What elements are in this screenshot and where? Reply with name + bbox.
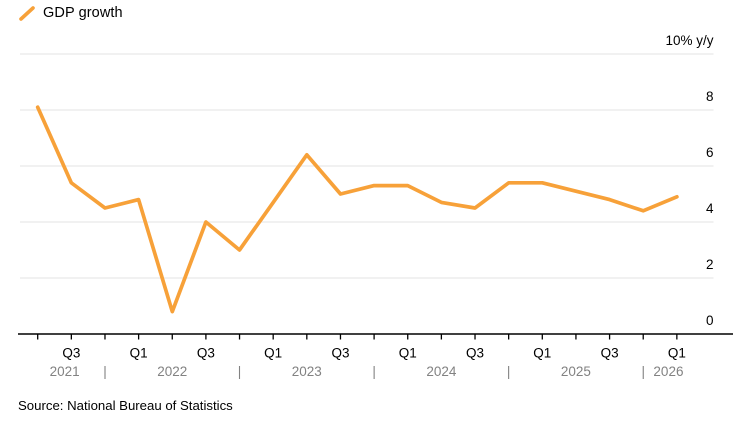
quarter-label: Q1 [130,346,148,361]
y-axis-label-0: 0 [706,313,714,328]
gdp-growth-line [35,105,679,314]
legend: GDP growth [18,4,123,22]
y-axis-label-2: 2 [706,257,714,272]
year-label: 2026 [653,364,683,379]
year-label: 2021 [50,364,80,379]
y-axis-label-4: 4 [706,201,714,216]
line-series-icon [19,6,35,21]
legend-label: GDP growth [43,5,123,21]
quarter-label: Q1 [668,346,686,361]
quarter-label: Q1 [264,346,282,361]
year-label: 2024 [426,364,457,379]
quarter-label: Q3 [62,346,80,361]
quarter-label: Q3 [466,346,484,361]
source-note: Source: National Bureau of Statistics [18,398,233,413]
quarter-label: Q3 [601,346,619,361]
quarter-label: Q1 [399,346,417,361]
year-separator: | [372,364,376,379]
year-label: 2022 [157,364,187,379]
quarter-label: Q3 [197,346,215,361]
year-label: 2025 [561,364,591,379]
y-axis-label-8: 8 [706,89,714,104]
y-axis-label-6: 6 [706,145,714,160]
year-separator: | [103,364,107,379]
quarter-label: Q3 [331,346,349,361]
y-axis-unit-label: 10% y/y [665,33,713,48]
year-separator: | [641,364,645,379]
year-separator: | [238,364,242,379]
year-separator: | [507,364,511,379]
quarter-label: Q1 [533,346,551,361]
year-label: 2023 [292,364,322,379]
